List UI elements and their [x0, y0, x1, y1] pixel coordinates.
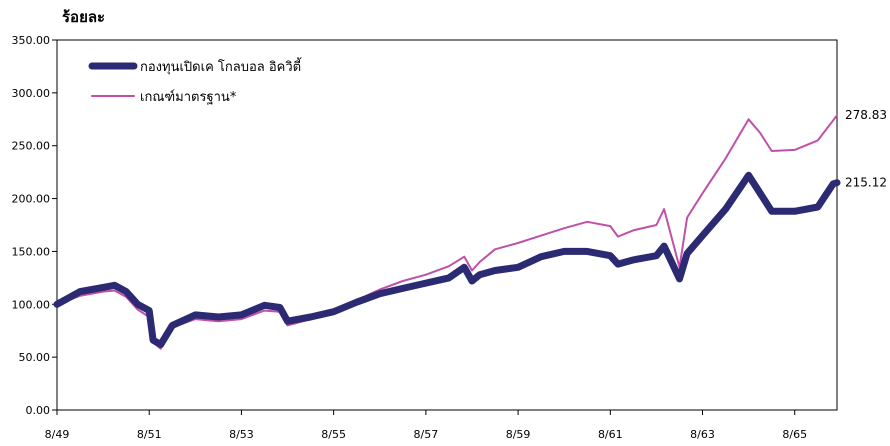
x-tick-label: 8/65: [782, 428, 807, 441]
series-end-label: 215.12: [845, 176, 887, 190]
x-tick-label: 8/51: [137, 428, 162, 441]
plot-frame: [56, 39, 838, 411]
y-tick-label: 0.00: [26, 404, 51, 417]
y-tick-label: 100.00: [12, 298, 51, 311]
x-axis-ticks: 8/49 8/51 8/53 8/55 8/57 8/59 8/61 8/63 8/65: [45, 410, 807, 441]
x-tick-label: 8/59: [506, 428, 531, 441]
x-tick-label: 8/61: [598, 428, 623, 441]
series-layer: [53, 114, 841, 350]
y-tick-label: 350.00: [12, 34, 51, 47]
y-tick-label: 300.00: [12, 87, 51, 100]
y-tick-label: 250.00: [12, 140, 51, 153]
y-axis-ticks: 0.00 50.00 100.00 150.00 200.00 250.00 300.00 3…: [12, 34, 57, 417]
series-line-fund: [53, 171, 841, 348]
y-axis-title: ร้อยละ: [62, 8, 105, 26]
x-tick-label: 8/53: [229, 428, 254, 441]
x-tick-label: 8/49: [45, 428, 70, 441]
x-tick-label: 8/57: [414, 428, 439, 441]
y-tick-label: 200.00: [12, 193, 51, 206]
end-labels: 215.12 278.83: [845, 108, 887, 189]
legend: กองทุนเปิดเค โกลบอล อิควิตี้เกณฑ์มาตรฐาน…: [88, 57, 302, 105]
legend-entry: กองทุนเปิดเค โกลบอล อิควิตี้: [140, 57, 302, 75]
x-tick-label: 8/55: [321, 428, 346, 441]
legend-entry: เกณฑ์มาตรฐาน*: [140, 89, 237, 105]
x-tick-label: 8/63: [690, 428, 715, 441]
y-tick-label: 50.00: [19, 351, 51, 364]
y-tick-label: 150.00: [12, 245, 51, 258]
series-end-label: 278.83: [845, 108, 887, 122]
series-line-benchmark: [56, 114, 838, 350]
